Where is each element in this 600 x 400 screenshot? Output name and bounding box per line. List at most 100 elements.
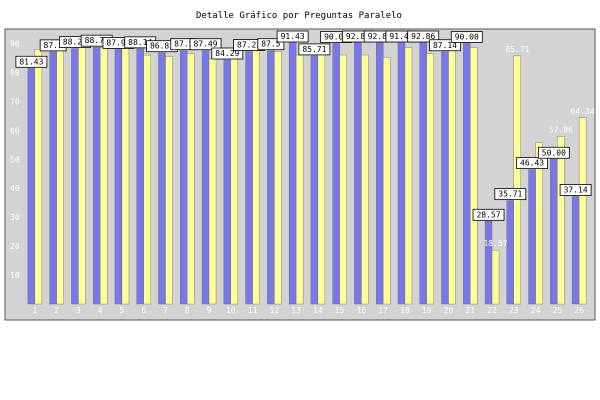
bar-series-2 — [382, 57, 391, 305]
data-label-box — [298, 43, 331, 56]
x-tick-label: 21 — [465, 306, 475, 315]
x-tick-label: 16 — [357, 306, 367, 315]
data-label-box — [494, 188, 527, 201]
data-label-text: 87.5 — [174, 40, 193, 49]
y-tick-label: 10 — [10, 271, 20, 280]
bar-series-1 — [267, 50, 275, 305]
data-label-text: 87.1 — [44, 41, 63, 50]
bar-series-2 — [274, 51, 282, 305]
bar-series-1 — [484, 221, 493, 305]
data-label-text: 88.73 — [85, 36, 109, 45]
data-label-box — [257, 38, 285, 51]
data-label-text: 92.86 — [346, 32, 370, 41]
x-tick-label: 20 — [444, 306, 454, 315]
data-label-box — [429, 39, 461, 52]
data-label-text: 37.14 — [564, 185, 588, 194]
data-label: 84.29 — [211, 47, 244, 60]
y-tick-label: 30 — [10, 213, 20, 222]
bar-series-1 — [441, 51, 449, 305]
data-label-text: 18.57 — [483, 239, 507, 248]
bar-series-1 — [506, 200, 515, 305]
data-label-text: 85.71 — [505, 45, 529, 54]
data-label: 28.57 — [472, 208, 505, 221]
data-label: 85.71 — [298, 43, 331, 56]
data-label-text: 86.81 — [150, 42, 174, 51]
bar-series-2 — [426, 53, 434, 305]
data-label-box — [559, 184, 592, 196]
bar-series-1 — [92, 46, 101, 305]
x-tick-label: 13 — [291, 306, 301, 315]
chart-title: Detalle Gráfico por Preguntas Paralelo — [196, 11, 402, 21]
bars-layer — [27, 34, 587, 305]
bar-series-1 — [571, 196, 580, 305]
x-tick-label: 17 — [378, 306, 388, 315]
bar-series-2 — [34, 49, 43, 305]
bar-series-1 — [419, 34, 427, 305]
data-label-box — [276, 30, 309, 43]
x-tick-label: 5 — [120, 306, 125, 315]
data-label-text: 87.49 — [193, 40, 217, 49]
bar-series-2 — [404, 47, 413, 305]
bar-series-1 — [550, 159, 558, 305]
x-tick-label: 24 — [531, 306, 541, 315]
data-label-text: 64.34 — [571, 107, 595, 116]
x-tick-label: 11 — [248, 306, 258, 315]
data-label-text: 87.22 — [237, 41, 261, 50]
y-axis-ticks: 10 20 30 40 50 60 70 80 90 — [10, 39, 20, 280]
x-tick-label: 14 — [313, 306, 323, 315]
y-tick-label: 50 — [10, 155, 20, 164]
bar-series-2 — [187, 53, 195, 305]
bar-series-2 — [513, 55, 522, 305]
bar-series-2 — [252, 49, 260, 305]
data-label: 37.14 — [559, 184, 592, 196]
x-tick-label: 26 — [574, 306, 584, 315]
bar-series-1 — [223, 59, 232, 305]
data-label-text: 28.57 — [476, 210, 500, 219]
y-tick-label: 20 — [10, 242, 20, 251]
data-label-text: 46.43 — [520, 159, 544, 168]
bar-series-1 — [375, 34, 384, 305]
bar-series-1 — [71, 48, 79, 305]
bar-series-1 — [136, 48, 144, 305]
x-tick-label: 12 — [270, 306, 280, 315]
bar-series-2 — [230, 51, 239, 305]
data-label: 87.5 — [257, 38, 285, 51]
data-label-box — [472, 208, 505, 221]
x-tick-label: 18 — [400, 306, 410, 315]
data-label-text: 35.71 — [498, 190, 522, 199]
bar-series-2 — [78, 46, 86, 305]
data-label-text: 84.29 — [215, 49, 239, 58]
data-label: 87.49 — [189, 38, 222, 51]
bar-series-2 — [448, 49, 456, 305]
data-label-text: 92.86 — [411, 32, 435, 41]
data-label: 81.43 — [15, 55, 48, 68]
bar-series-1 — [528, 169, 536, 305]
x-tick-label: 3 — [76, 306, 81, 315]
bar-series-2 — [295, 54, 304, 305]
x-tick-label: 25 — [553, 306, 563, 315]
data-label-box — [15, 55, 48, 68]
data-label-box — [450, 31, 483, 43]
data-label-text: 57.86 — [549, 126, 573, 135]
x-tick-label: 7 — [163, 306, 168, 315]
data-label-text: 87.14 — [433, 41, 457, 50]
x-tick-label: 10 — [226, 306, 236, 315]
data-label-text: 85.71 — [302, 45, 326, 54]
bar-series-1 — [354, 34, 362, 305]
data-label-text: 91.43 — [281, 32, 305, 41]
bar-series-1 — [288, 39, 297, 305]
x-tick-label: 2 — [54, 306, 59, 315]
y-tick-label: 90 — [10, 39, 20, 48]
data-label: 35.71 — [494, 188, 527, 201]
bar-series-1 — [245, 51, 253, 305]
x-tick-label: 8 — [185, 306, 190, 315]
data-label-box — [516, 157, 548, 169]
bar-series-1 — [201, 50, 210, 305]
y-tick-label: 70 — [10, 97, 20, 106]
bar-series-1 — [114, 49, 123, 305]
x-tick-label: 9 — [207, 306, 212, 315]
data-label: 46.43 — [516, 157, 548, 169]
bar-series-1 — [463, 43, 471, 305]
